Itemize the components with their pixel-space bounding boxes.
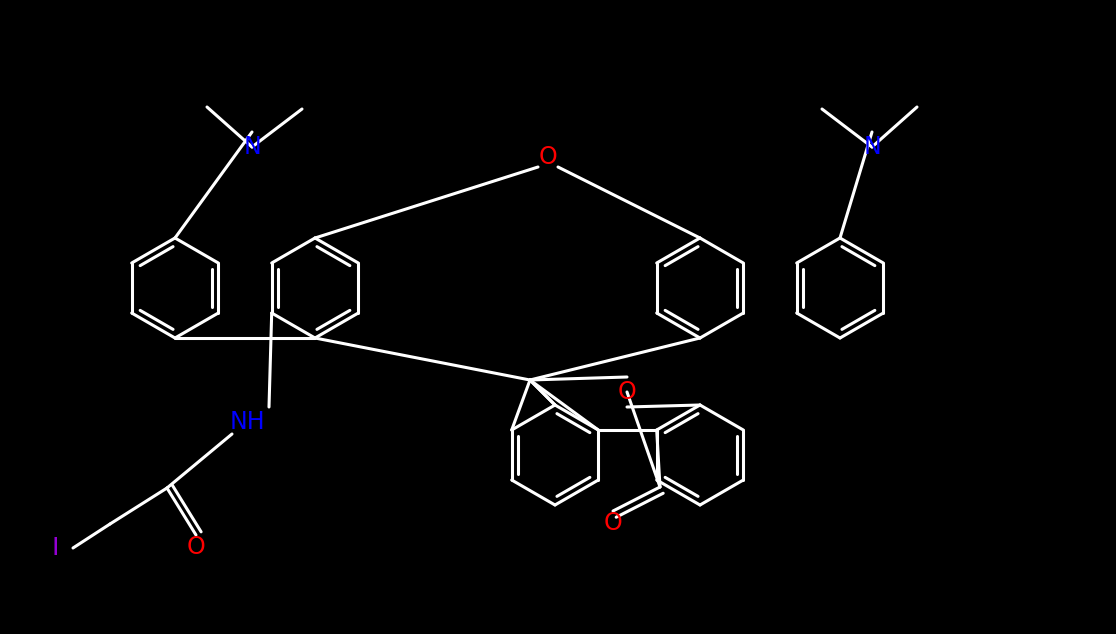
- Text: I: I: [51, 536, 59, 560]
- Text: N: N: [863, 135, 881, 159]
- Text: O: O: [539, 145, 557, 169]
- Text: O: O: [186, 535, 205, 559]
- Text: O: O: [617, 380, 636, 404]
- Text: NH: NH: [229, 410, 264, 434]
- Text: O: O: [604, 511, 623, 535]
- Text: N: N: [243, 135, 261, 159]
